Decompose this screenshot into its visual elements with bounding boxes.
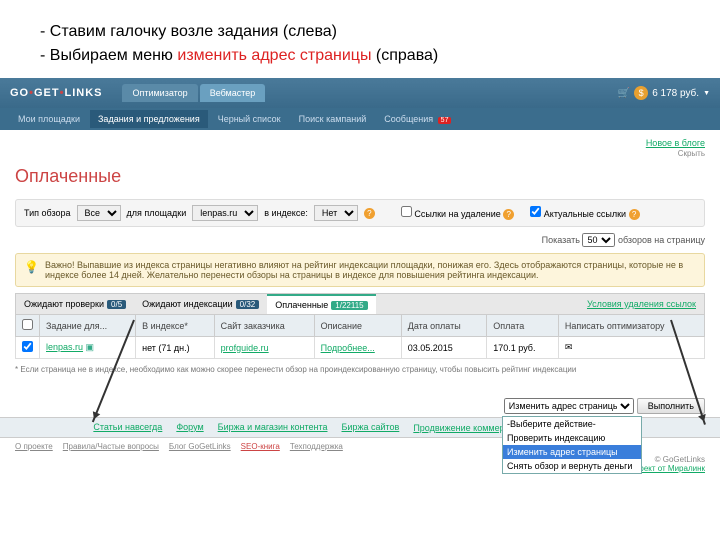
- footnote: * Если страница не в индексе, необходимо…: [15, 365, 705, 374]
- instruction-block: - Ставим галочку возле задания (слева) -…: [0, 0, 720, 78]
- col-index: В индексе*: [136, 315, 215, 337]
- balance[interactable]: 🛒 $ 6 178 руб. ▼: [618, 86, 710, 100]
- chevron-down-icon: ▼: [703, 90, 710, 97]
- conditions-link[interactable]: Условия удаления ссылок: [579, 295, 704, 313]
- opt-check-index[interactable]: Проверить индексацию: [503, 431, 641, 445]
- subtab-pending[interactable]: Ожидают проверки0/5: [16, 295, 134, 313]
- col-date: Дата оплаты: [401, 315, 487, 337]
- execute-button[interactable]: Выполнить: [637, 398, 705, 414]
- row-desc-link[interactable]: Подробнее...: [321, 343, 375, 353]
- bulk-action-box: Изменить адрес страницы Выполнить: [504, 398, 705, 414]
- row-site-link[interactable]: lenpas.ru: [46, 342, 83, 352]
- col-task: Задание для...: [40, 315, 136, 337]
- nav-blacklist[interactable]: Черный список: [210, 110, 289, 128]
- pagination-size: Показать 50 обзоров на страницу: [15, 233, 705, 247]
- filter-actual-check[interactable]: [530, 206, 541, 217]
- bottom-blog[interactable]: Блог GoGetLinks: [169, 442, 231, 451]
- sub-tabs: Ожидают проверки0/5 Ожидают индексации0/…: [15, 293, 705, 314]
- footer-content[interactable]: Биржа и магазин контента: [218, 422, 328, 433]
- dollar-icon: $: [634, 86, 648, 100]
- col-client: Сайт заказчика: [214, 315, 314, 337]
- footer-forum[interactable]: Форум: [176, 422, 203, 433]
- blog-hide[interactable]: Скрыть: [678, 149, 705, 158]
- row-date: 03.05.2015: [401, 337, 487, 359]
- row-index: нет (71 дн.): [136, 337, 215, 359]
- filter-row: Тип обзора Все для площадки lenpas.ru в …: [15, 199, 705, 227]
- blog-link-block: Новое в блоге Скрыть: [15, 138, 705, 158]
- footer-sites[interactable]: Биржа сайтов: [342, 422, 400, 433]
- warning-box: 💡 Важно! Выпавшие из индекса страницы не…: [15, 253, 705, 287]
- blog-new-link[interactable]: Новое в блоге: [646, 138, 705, 148]
- opt-refund[interactable]: Снять обзор и вернуть деньги: [503, 459, 641, 473]
- nav-my-sites[interactable]: Мои площадки: [10, 110, 88, 128]
- filter-site-label: для площадки: [127, 208, 187, 218]
- opt-change-url[interactable]: Изменить адрес страницы: [503, 445, 641, 459]
- messages-badge: 57: [438, 117, 452, 124]
- filter-site-select[interactable]: lenpas.ru: [192, 205, 258, 221]
- nav-messages[interactable]: Сообщения 57: [376, 110, 459, 128]
- bottom-faq[interactable]: Правила/Частые вопросы: [63, 442, 159, 451]
- balance-value: 6 178 руб.: [652, 88, 699, 99]
- filter-type-label: Тип обзора: [24, 208, 71, 218]
- row-check[interactable]: [22, 341, 33, 352]
- warning-text: Важно! Выпавшие из индекса страницы нега…: [45, 260, 696, 280]
- bottom-support[interactable]: Техподдержка: [290, 442, 343, 451]
- content-area: Новое в блоге Скрыть Оплаченные Тип обзо…: [0, 130, 720, 417]
- select-all-check[interactable]: [22, 319, 33, 330]
- subtab-paid[interactable]: Оплаченные1/22115: [267, 294, 375, 314]
- filter-index-label: в индексе:: [264, 208, 308, 218]
- row-pay: 170.1 руб.: [487, 337, 559, 359]
- page-size-select[interactable]: 50: [582, 233, 615, 247]
- nav-tasks[interactable]: Задания и предложения: [90, 110, 208, 128]
- opt-placeholder[interactable]: -Выберите действие-: [503, 417, 641, 431]
- bulb-icon: 💡: [24, 260, 39, 280]
- bottom-about[interactable]: О проекте: [15, 442, 53, 451]
- header-bar: GO•GET•LINKS Оптимизатор Вебмастер 🛒 $ 6…: [0, 78, 720, 108]
- bottom-seo[interactable]: SEO-книга: [241, 442, 280, 451]
- cart-icon: 🛒: [618, 88, 630, 99]
- help-icon[interactable]: ?: [629, 209, 640, 220]
- subtab-indexing[interactable]: Ожидают индексации0/32: [134, 295, 267, 313]
- filter-type-select[interactable]: Все: [77, 205, 121, 221]
- nav-search[interactable]: Поиск кампаний: [291, 110, 375, 128]
- bulk-action-dropdown: -Выберите действие- Проверить индексацию…: [502, 416, 642, 474]
- col-pay: Оплата: [487, 315, 559, 337]
- instruction-line2: - Выбираем меню изменить адрес страницы …: [40, 44, 680, 68]
- filter-dellinks-check[interactable]: [401, 206, 412, 217]
- bulk-action-select[interactable]: Изменить адрес страницы: [504, 398, 634, 414]
- row-client-link[interactable]: profguide.ru: [221, 343, 269, 353]
- help-icon[interactable]: ?: [364, 208, 375, 219]
- filter-index-select[interactable]: Нет: [314, 205, 358, 221]
- tab-webmaster[interactable]: Вебмастер: [200, 84, 266, 102]
- role-tabs: Оптимизатор Вебмастер: [122, 84, 265, 102]
- logo: GO•GET•LINKS: [10, 87, 102, 99]
- col-desc: Описание: [314, 315, 401, 337]
- help-icon[interactable]: ?: [503, 209, 514, 220]
- nav-bar: Мои площадки Задания и предложения Черны…: [0, 108, 720, 130]
- col-write: Написать оптимизатору: [558, 315, 704, 337]
- page-title: Оплаченные: [15, 166, 705, 187]
- instruction-line1: - Ставим галочку возле задания (слева): [40, 20, 680, 44]
- footer-articles[interactable]: Статьи навсегда: [93, 422, 162, 433]
- tab-optimizer[interactable]: Оптимизатор: [122, 84, 197, 102]
